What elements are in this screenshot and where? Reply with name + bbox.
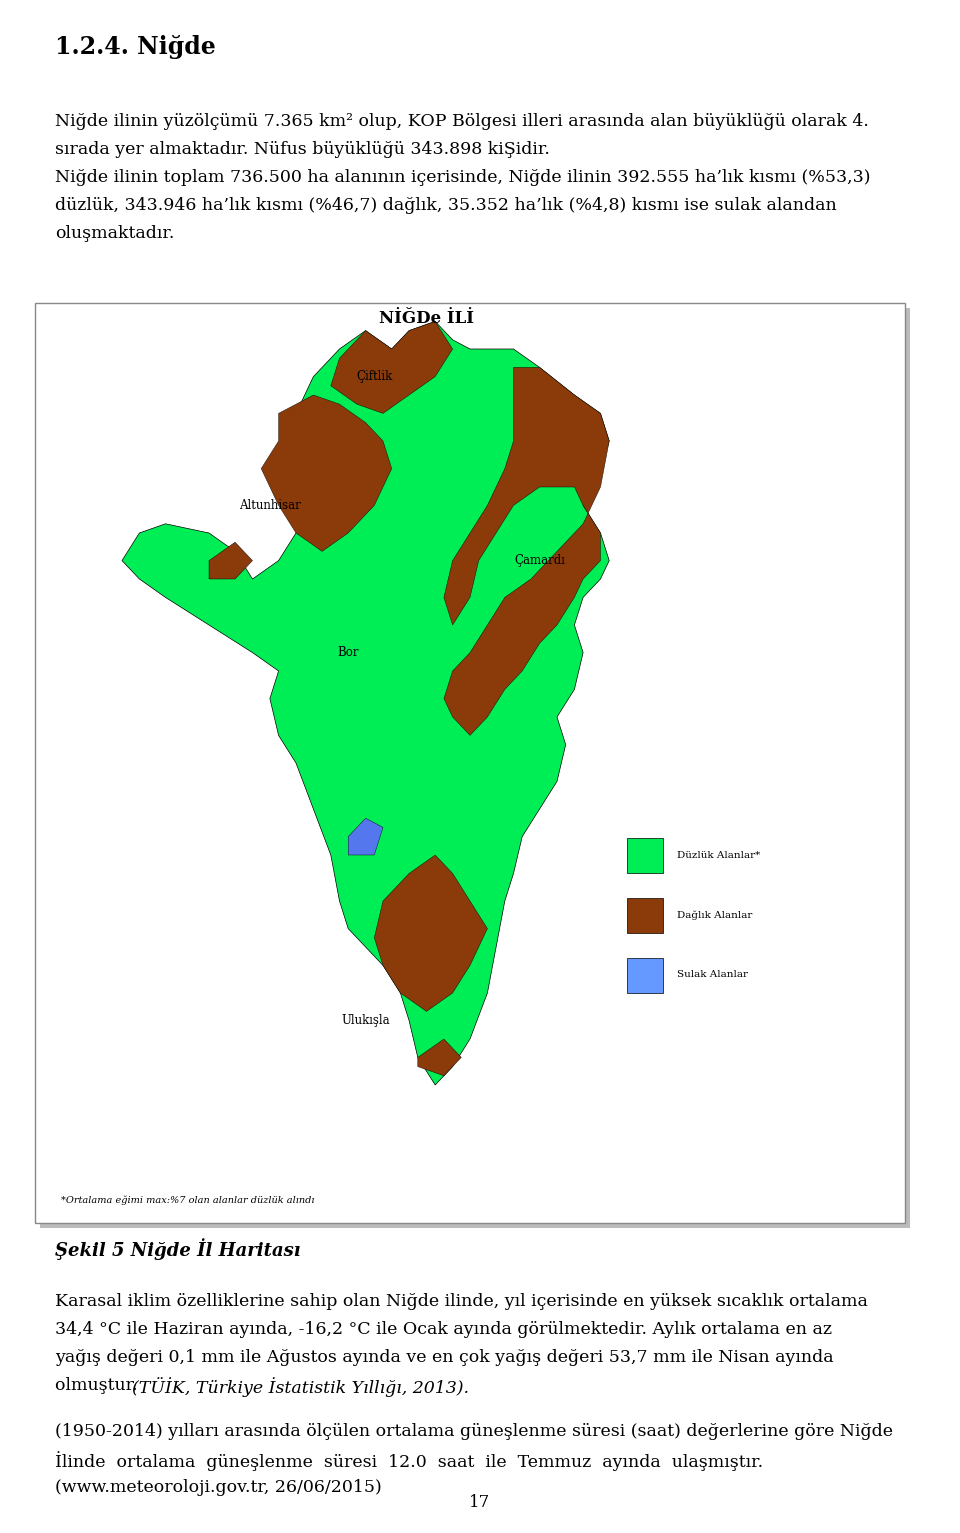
Polygon shape — [418, 1039, 462, 1076]
Bar — [40, 308, 910, 1228]
Polygon shape — [374, 855, 488, 1012]
Text: Niğde ilinin yüzölçümü 7.365 km² olup, KOP Bölgesi illeri arasında alan büyüklüğ: Niğde ilinin yüzölçümü 7.365 km² olup, K… — [55, 113, 869, 130]
Text: sırada yer almaktadır. Nüfus büyüklüğü 343.898 kiŞidir.: sırada yer almaktadır. Nüfus büyüklüğü 3… — [55, 141, 550, 158]
Text: düzlük, 343.946 ha’lık kısmı (%46,7) dağlık, 35.352 ha’lık (%4,8) kısmı ise sula: düzlük, 343.946 ha’lık kısmı (%46,7) dağ… — [55, 198, 837, 215]
Text: olmuştur.: olmuştur. — [55, 1377, 143, 1393]
Bar — [627, 839, 663, 874]
Text: Altunhisar: Altunhisar — [239, 498, 300, 512]
Polygon shape — [209, 543, 252, 579]
Text: Düzlük Alanlar*: Düzlük Alanlar* — [677, 851, 760, 860]
Text: (TÜİK, Türkiye İstatistik Yıllığı, 2013).: (TÜİK, Türkiye İstatistik Yıllığı, 2013)… — [132, 1377, 469, 1397]
Text: 1.2.4. Niğde: 1.2.4. Niğde — [55, 35, 216, 58]
Bar — [627, 898, 663, 934]
Text: Çiftlik: Çiftlik — [356, 369, 393, 383]
Text: Çamardı: Çamardı — [515, 553, 565, 567]
Polygon shape — [348, 819, 383, 855]
Text: Karasal iklim özelliklerine sahip olan Niğde ilinde, yıl içerisinde en yüksek sı: Karasal iklim özelliklerine sahip olan N… — [55, 1292, 868, 1311]
Text: Şekil 5 Niğde İl Haritası: Şekil 5 Niğde İl Haritası — [55, 1239, 300, 1260]
Text: yağış değeri 0,1 mm ile Ağustos ayında ve en çok yağış değeri 53,7 mm ile Nisan : yağış değeri 0,1 mm ile Ağustos ayında v… — [55, 1349, 833, 1366]
Text: 34,4 °C ile Haziran ayında, -16,2 °C ile Ocak ayında görülmektedir. Aylık ortala: 34,4 °C ile Haziran ayında, -16,2 °C ile… — [55, 1321, 832, 1338]
Text: oluşmaktadır.: oluşmaktadır. — [55, 225, 175, 242]
Polygon shape — [331, 322, 452, 414]
Text: *Ortalama eğimi max:%7 olan alanlar düzlük alındı: *Ortalama eğimi max:%7 olan alanlar düzl… — [61, 1196, 315, 1205]
Polygon shape — [444, 368, 610, 736]
Text: Ulukışla: Ulukışla — [342, 1015, 390, 1027]
Text: (www.meteoroloji.gov.tr, 26/06/2015): (www.meteoroloji.gov.tr, 26/06/2015) — [55, 1479, 382, 1496]
Bar — [35, 304, 905, 1223]
Polygon shape — [261, 396, 392, 552]
Text: Dağlık Alanlar: Dağlık Alanlar — [677, 911, 753, 920]
Text: Niğde ilinin toplam 736.500 ha alanının içerisinde, Niğde ilinin 392.555 ha’lık : Niğde ilinin toplam 736.500 ha alanının … — [55, 169, 871, 185]
Text: Sulak Alanlar: Sulak Alanlar — [677, 970, 748, 980]
Text: 17: 17 — [469, 1495, 491, 1512]
Text: İlinde  ortalama  güneşlenme  süresi  12.0  saat  ile  Temmuz  ayında  ulaşmıştı: İlinde ortalama güneşlenme süresi 12.0 s… — [55, 1452, 763, 1472]
Text: NİĞDe İLİ: NİĞDe İLİ — [379, 310, 474, 328]
Text: (1950-2014) yılları arasında ölçülen ortalama güneşlenme süresi (saat) değerleri: (1950-2014) yılları arasında ölçülen ort… — [55, 1423, 893, 1439]
Text: Bor: Bor — [338, 645, 359, 659]
Bar — [627, 958, 663, 993]
Polygon shape — [122, 322, 610, 1085]
